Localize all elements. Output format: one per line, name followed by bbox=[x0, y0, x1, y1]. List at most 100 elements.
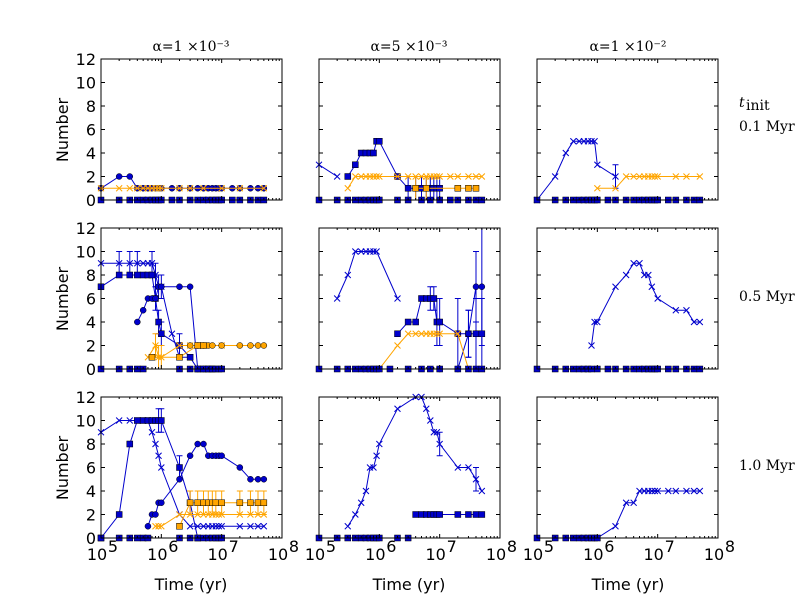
panel-r2-c3-blue-crosses-point bbox=[648, 283, 656, 291]
panel-r3-c3-xtick-label: 10 bbox=[583, 545, 603, 564]
panel-r2-c3-blue-crosses-point-stroke bbox=[622, 271, 630, 279]
panel-r3-c1-blue-circles-point bbox=[144, 523, 152, 530]
panel-r3-c1-orange-crosses-point bbox=[194, 511, 202, 518]
panel-r1-c3-blue-crosses-point-stroke bbox=[591, 137, 598, 145]
panel-r2-c3-blue-crosses-point-stroke bbox=[644, 271, 652, 279]
panel-r2-c1-blue-squares-point bbox=[186, 354, 194, 361]
panel-r1-c3-orange-crosses-point bbox=[630, 173, 638, 180]
panel-r3-c1-orange-crosses-line bbox=[155, 514, 264, 527]
panel-r3-c1-orange-crosses-point-stroke bbox=[260, 511, 268, 518]
panel-r2-c1-orange-squares-point bbox=[176, 354, 183, 361]
panel-r3-c1-orange-crosses-point bbox=[200, 511, 207, 518]
panel-r1-c2-orange-squares-point bbox=[454, 185, 462, 192]
panel-r3-c1-blue-crosses-point-stroke bbox=[212, 522, 220, 530]
panel-r1-c3-blue-crosses-point bbox=[593, 161, 601, 169]
panel-r1-c3-blue-crosses-point bbox=[588, 137, 595, 145]
panel-r3-c2-blue-crosses-line bbox=[347, 396, 483, 527]
panel-r2-c1-orange-circles-point bbox=[247, 342, 254, 349]
panel-r3-c1-orange-crosses-point bbox=[247, 511, 254, 518]
panel-r2-c3-blue-crosses-point-stroke bbox=[672, 306, 680, 314]
panel-r1-c1-crosses-point bbox=[176, 184, 183, 192]
panel-r1-c2-orange-crosses-point-stroke bbox=[478, 173, 486, 180]
panel-r2-c1-blue-crosses-point bbox=[139, 259, 147, 267]
panel-r2-c2-blue-crosses-point-stroke bbox=[333, 295, 341, 302]
panel-r1-c2-blue-crosses-point-stroke bbox=[333, 173, 341, 180]
panel-r2-c2-blue-crosses-point-stroke bbox=[357, 248, 365, 255]
ylabel-row-3: Number bbox=[53, 435, 72, 500]
panel-r1-c2-orange-crosses-point-stroke bbox=[394, 173, 401, 180]
panel-r3-c2-blue-crosses-point-stroke bbox=[422, 405, 430, 413]
panel-r3-c2-blue-crosses-point-stroke bbox=[394, 405, 401, 413]
panel-r2-c1-orange-circles-point bbox=[218, 342, 225, 349]
panel-r3-c2-blue-crosses-point bbox=[433, 428, 441, 436]
panel-r3-c1-ytick-label: 2 bbox=[86, 506, 96, 525]
panel-r3-c1-orange-crosses-point bbox=[157, 522, 165, 530]
panel-r2-c1-blue-squares-point bbox=[134, 271, 141, 279]
panel-r2-c3-blue-crosses-point bbox=[696, 318, 704, 326]
panel-r2-c3-blue-crosses-point bbox=[622, 271, 630, 279]
panel-r3-c1-blue-circles-point bbox=[260, 476, 268, 483]
panel-r3-c1-blue-circles-point bbox=[194, 440, 201, 448]
panel-r1-c3-blue-crosses-point-stroke bbox=[588, 137, 595, 145]
panel-r3-c2-blue-crosses-point bbox=[344, 522, 352, 530]
panel-r3-c1-orange-crosses-point bbox=[186, 511, 194, 518]
panel-r2-c2-orange-crosses-point-stroke bbox=[394, 342, 401, 349]
panel-r3-c2-blue-crosses-point bbox=[436, 440, 444, 448]
panel-r1-c2-orange-crosses-point bbox=[344, 184, 352, 192]
panel-r3-c1-blue-circles-point bbox=[247, 476, 254, 483]
panel-r1-c2-orange-crosses-point bbox=[370, 173, 377, 180]
panel-r1-c3-orange-crosses-point bbox=[696, 173, 704, 180]
panel-r3-c2-blue-crosses-point-stroke bbox=[344, 522, 352, 530]
panel-r2-c3-blue-crosses-point bbox=[672, 306, 680, 314]
panel-r3-c1-orange-crosses-point bbox=[155, 522, 162, 530]
panel-r2-c2-orange-crosses-point-stroke bbox=[454, 330, 462, 338]
panel-r3-c1-orange-crosses-point bbox=[254, 511, 262, 518]
panel-r3-c2-blue-crosses-point-stroke bbox=[362, 487, 370, 495]
panel-r1-c1-crosses-point-stroke bbox=[152, 184, 159, 192]
panel-r1-c2-orange-crosses-point bbox=[446, 173, 454, 180]
panel-r1-c3-orange-crosses-point-stroke bbox=[612, 184, 619, 192]
panel-r2-c2-orange-crosses-point-stroke bbox=[412, 330, 420, 338]
panel-r3-c1-orange-squares-point bbox=[194, 499, 201, 506]
panel-r1-c3-orange-crosses-point-stroke bbox=[654, 173, 662, 180]
panel-r3-c3-blue-crosses-point-stroke bbox=[664, 487, 672, 495]
panel-r3-c1-orange-crosses-point bbox=[212, 511, 220, 518]
panel-r1-c2-blue-squares-point bbox=[352, 161, 359, 168]
panel-r1-c3-orange-crosses-point-stroke bbox=[696, 173, 704, 180]
panel-r3-c1-orange-crosses-point-stroke bbox=[157, 522, 165, 530]
panel-r3-c1-blue-crosses-point-stroke bbox=[186, 522, 194, 530]
panel-r2-c2-blue-crosses-point bbox=[351, 248, 359, 255]
panel-r3-c1-orange-squares-point bbox=[236, 499, 244, 506]
panel-r2-c3-blue-crosses-point-stroke bbox=[588, 342, 595, 349]
panel-r2-c1-ytick-label: 12 bbox=[76, 219, 96, 238]
panel-r2-c2-blue-circles-line bbox=[439, 286, 482, 370]
panel-r3-c1-orange-squares-point bbox=[247, 499, 254, 506]
panel-r3-c1-blue-crosses-point-stroke bbox=[155, 452, 162, 460]
panel-r1-c2-orange-crosses-point bbox=[394, 173, 401, 180]
panel-r1-c2-orange-crosses-point bbox=[357, 173, 365, 180]
panel-r3-c2-xtick-label: 10 bbox=[365, 545, 385, 564]
panel-r3-c1-orange-squares-point bbox=[186, 499, 194, 506]
panel-r1-c3-orange-crosses-point-stroke bbox=[593, 184, 601, 192]
panel-r2-c1-ytick-label: 6 bbox=[86, 290, 96, 309]
panel-r2-c1-orange-squares-point bbox=[200, 342, 207, 349]
panel-r1-c3-blue-crosses-point-stroke bbox=[569, 137, 577, 145]
panel-r3-c1-xtick-label: 10 bbox=[87, 545, 107, 564]
panel-r3-c1-blue-crosses-point bbox=[215, 522, 223, 530]
panel-r2-c2-blue-squares-point bbox=[412, 318, 419, 326]
panel-r3-c1-blue-circles-point bbox=[200, 440, 207, 448]
panel-r3-c3-blue-crosses-point-stroke bbox=[630, 499, 638, 507]
panel-r1-c2-orange-crosses-point bbox=[375, 173, 383, 180]
panel-r3-c2-xtick-label: 10 bbox=[486, 545, 506, 564]
panel-r3-c1-blue-crosses-point-stroke bbox=[157, 464, 165, 471]
xlabel-col-1: Time (yr) bbox=[154, 575, 228, 594]
panel-r3-c3-blue-crosses-point-stroke bbox=[622, 499, 630, 507]
panel-r3-c1-blue-crosses-point bbox=[218, 522, 226, 530]
panel-r3-c2-blue-crosses-point bbox=[351, 511, 359, 518]
panel-r2-c1-blue-crosses-point-stroke bbox=[126, 259, 134, 267]
panel-r1-c1-data bbox=[97, 173, 268, 204]
panel-r3-c1-blue-crosses-point bbox=[157, 464, 165, 471]
panel-r1-c2-orange-crosses-point bbox=[430, 173, 438, 180]
panel-r2-c1-blue-crosses-point bbox=[148, 259, 156, 267]
